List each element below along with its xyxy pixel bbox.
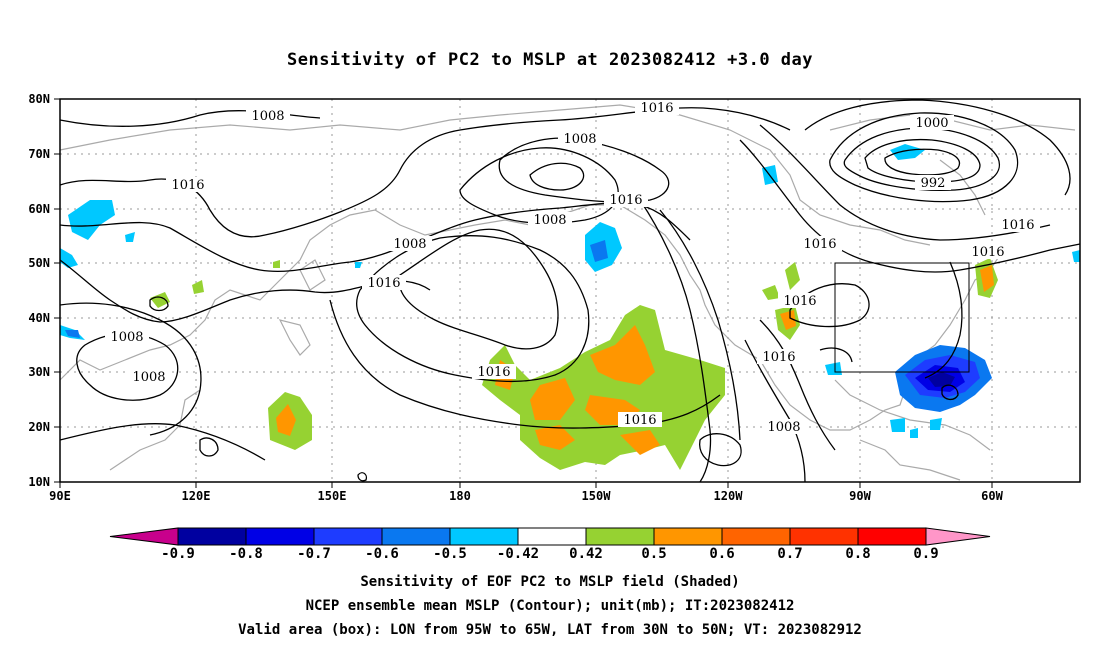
svg-text:1016: 1016 <box>1001 218 1034 233</box>
svg-text:1016: 1016 <box>762 350 795 365</box>
contour-label: 1016 <box>618 412 662 428</box>
svg-text:1016: 1016 <box>971 245 1004 260</box>
map-frame <box>59 98 1081 483</box>
svg-text:1016: 1016 <box>477 365 510 380</box>
colorbar-swatch <box>177 527 247 546</box>
contour-label: 1008 <box>528 212 572 228</box>
lat-label: 60N <box>28 202 50 216</box>
colorbar-label: 0.5 <box>641 546 666 562</box>
valid-area-box <box>834 262 970 373</box>
colorbar <box>109 527 991 546</box>
colorbar-labels: -0.9 -0.8 -0.7 -0.6 -0.5 -0.42 0.42 0.5 … <box>161 546 939 562</box>
lon-label: 150W <box>582 489 612 503</box>
contour-label: 1000 <box>910 115 954 131</box>
colorbar-label: -0.42 <box>497 546 539 562</box>
colorbar-label: 0.7 <box>777 546 802 562</box>
contour-labels: 1008 1016 1008 1016 1000 992 1016 1008 1… <box>105 100 1040 435</box>
colorbar-swatch <box>925 527 991 546</box>
svg-text:1008: 1008 <box>251 109 284 124</box>
svg-text:1008: 1008 <box>563 132 596 147</box>
lon-label: 150E <box>318 489 347 503</box>
lat-label: 70N <box>28 147 50 161</box>
colorbar-swatch <box>517 527 587 546</box>
lat-label: 30N <box>28 365 50 379</box>
contour-label: 1016 <box>362 275 406 291</box>
svg-text:1000: 1000 <box>915 116 948 131</box>
colorbar-swatch <box>789 527 859 546</box>
colorbar-swatch <box>721 527 791 546</box>
contour-label: 1016 <box>604 192 648 208</box>
contour-label: 1016 <box>635 100 679 116</box>
contour-label: 1008 <box>105 329 149 345</box>
svg-text:1008: 1008 <box>110 330 143 345</box>
lat-label: 40N <box>28 311 50 325</box>
contour-label: 1008 <box>558 131 602 147</box>
negative-sensitivity-core <box>928 372 955 387</box>
svg-text:1008: 1008 <box>767 420 800 435</box>
contour-label: 1016 <box>966 244 1010 260</box>
colorbar-label: 0.9 <box>913 546 938 562</box>
caption-line-3: Valid area (box): LON from 95W to 65W, L… <box>238 622 862 638</box>
colorbar-swatch <box>313 527 383 546</box>
colorbar-swatch <box>857 527 927 546</box>
colorbar-swatch <box>109 527 179 546</box>
lon-label: 90E <box>49 489 71 503</box>
colorbar-label: 0.6 <box>709 546 734 562</box>
colorbar-label: -0.5 <box>433 546 467 562</box>
svg-text:1016: 1016 <box>171 178 204 193</box>
colorbar-swatch <box>585 527 655 546</box>
svg-text:1016: 1016 <box>609 193 642 208</box>
positive-sensitivity-core <box>276 404 296 436</box>
contour-label: 1016 <box>996 217 1040 233</box>
lat-label: 80N <box>28 92 50 106</box>
svg-text:992: 992 <box>921 176 946 191</box>
colorbar-label: -0.6 <box>365 546 399 562</box>
colorbar-label: -0.9 <box>161 546 195 562</box>
colorbar-swatch <box>245 527 315 546</box>
lon-label: 90W <box>849 489 871 503</box>
svg-text:1008: 1008 <box>393 237 426 252</box>
lat-label: 50N <box>28 256 50 270</box>
contour-label: 1008 <box>127 369 171 385</box>
colorbar-swatch <box>653 527 723 546</box>
svg-text:1008: 1008 <box>132 370 165 385</box>
longitude-labels: 90E 120E 150E 180 150W 120W 90W 60W <box>49 489 1003 503</box>
contour-label: 1016 <box>757 349 801 365</box>
colorbar-label: 0.8 <box>845 546 870 562</box>
lat-label: 20N <box>28 420 50 434</box>
contour-label: 1016 <box>798 236 842 252</box>
svg-text:1016: 1016 <box>803 237 836 252</box>
contour-label: 1016 <box>166 177 210 193</box>
svg-text:1016: 1016 <box>783 294 816 309</box>
contour-label: 992 <box>915 175 951 191</box>
map-title: Sensitivity of PC2 to MSLP at 2023082412… <box>286 50 813 70</box>
caption-line-2: NCEP ensemble mean MSLP (Contour); unit(… <box>305 598 795 614</box>
lon-label: 120W <box>714 489 744 503</box>
caption-line-1: Sensitivity of EOF PC2 to MSLP field (Sh… <box>360 574 740 590</box>
colorbar-label: -0.8 <box>229 546 263 562</box>
svg-text:1016: 1016 <box>367 276 400 291</box>
contour-label: 1008 <box>246 108 290 124</box>
axis-ticks <box>54 98 993 488</box>
colorbar-swatch <box>381 527 451 546</box>
colorbar-swatch <box>449 527 519 546</box>
colorbar-label: 0.42 <box>569 546 603 562</box>
contour-label: 1016 <box>778 293 822 309</box>
lon-label: 120E <box>182 489 211 503</box>
lon-label: 60W <box>981 489 1003 503</box>
contour-label: 1008 <box>388 236 432 252</box>
graticule <box>60 99 1080 482</box>
svg-text:1016: 1016 <box>640 101 673 116</box>
svg-text:1016: 1016 <box>623 413 656 428</box>
colorbar-label: -0.7 <box>297 546 331 562</box>
latitude-labels: 80N 70N 60N 50N 40N 30N 20N 10N <box>28 92 50 489</box>
contour-label: 1008 <box>762 419 806 435</box>
contour-label: 1016 <box>472 364 516 380</box>
lon-label: 180 <box>449 489 471 503</box>
svg-text:1008: 1008 <box>533 213 566 228</box>
lat-label: 10N <box>28 475 50 489</box>
